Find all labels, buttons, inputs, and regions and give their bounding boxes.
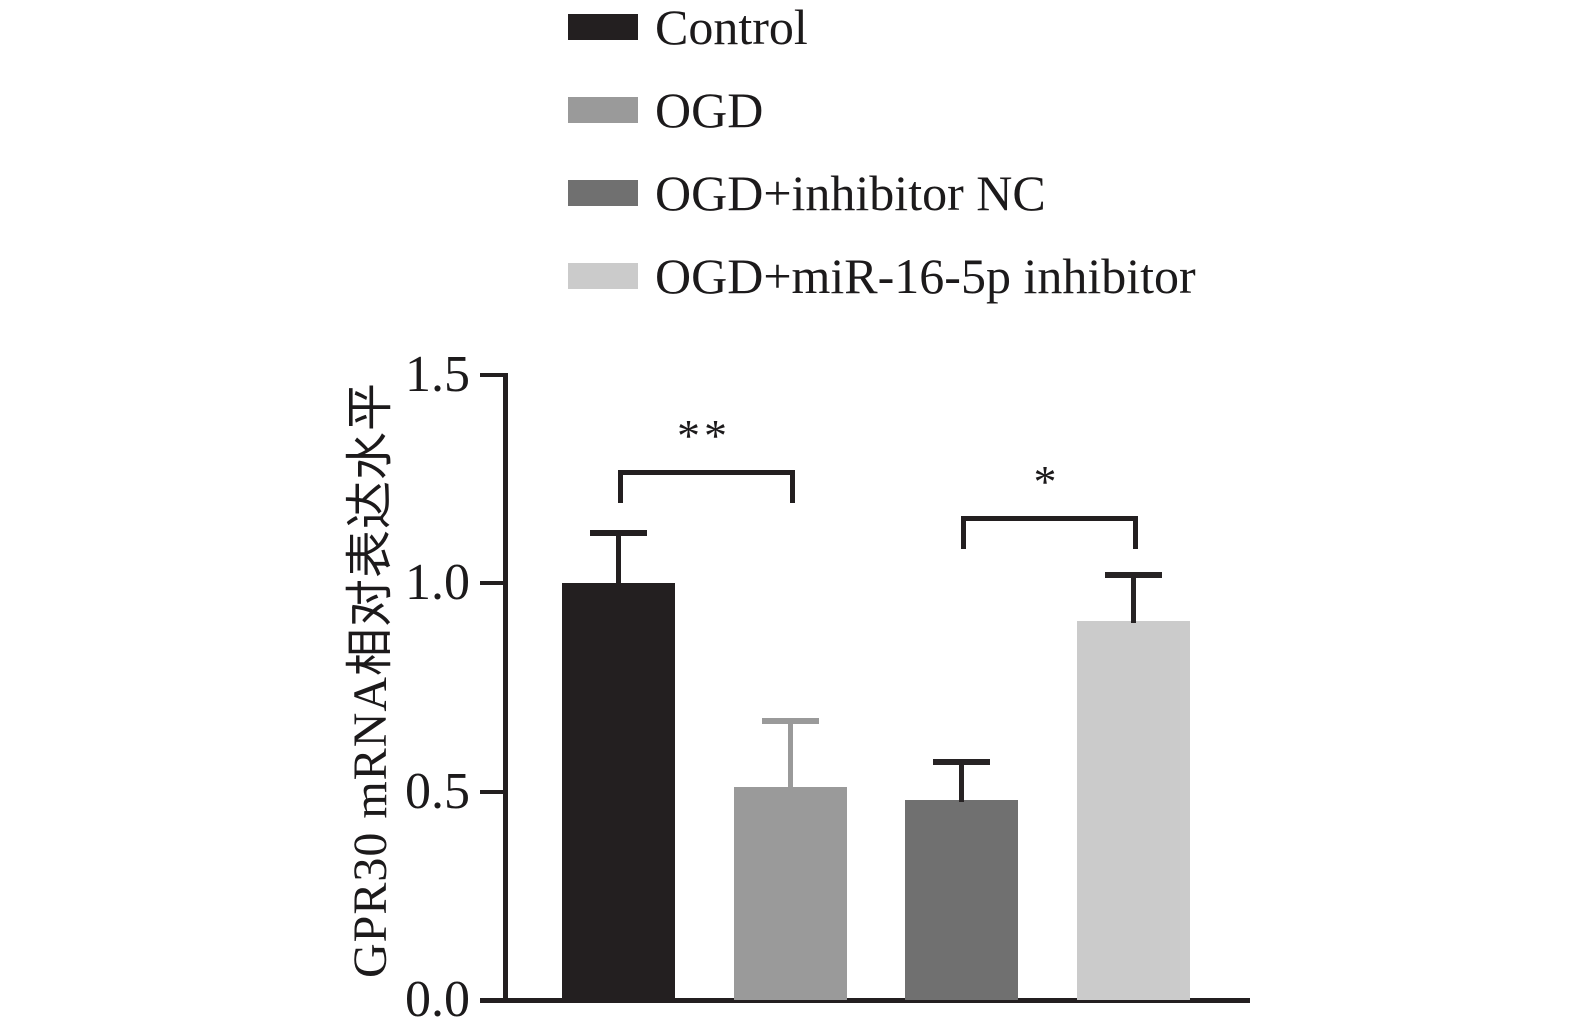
- error-cap-ogd-mir-16-5p-inhibitor: [1104, 571, 1162, 578]
- legend-label: OGD: [655, 82, 764, 138]
- bar-ogd-mir-16-5p-inhibitor: [1076, 620, 1190, 1000]
- y-tick: [480, 789, 505, 794]
- legend-label: Control: [655, 0, 808, 55]
- sig-bracket-leg: [1133, 516, 1138, 550]
- error-cap-ogd-inhibitor-nc: [932, 759, 990, 766]
- bar-ogd-inhibitor-nc: [904, 799, 1018, 1000]
- error-cap-control: [589, 529, 647, 536]
- y-tick-label: 1.0: [405, 554, 470, 611]
- sig-bracket-leg: [618, 470, 623, 504]
- sig-bracket: [961, 516, 1138, 522]
- legend-item-ogd-inhibitor-nc: OGD+inhibitor NC: [568, 168, 1196, 218]
- bar-ogd: [733, 787, 847, 1000]
- y-tick-label: 0.5: [405, 762, 470, 820]
- error-cap-ogd: [761, 717, 819, 724]
- sig-bracket-leg: [961, 516, 966, 550]
- legend-label: OGD+inhibitor NC: [655, 165, 1046, 221]
- error-bar-ogd: [788, 720, 793, 790]
- sig-label: *: [1033, 456, 1061, 508]
- legend-item-ogd: OGD: [568, 85, 1196, 135]
- bar-control: [561, 583, 675, 1000]
- y-tick-label: 0.0: [405, 971, 470, 1028]
- legend-item-control: Control: [568, 2, 1196, 52]
- sig-bracket-leg: [790, 470, 795, 504]
- legend-swatch-ogd: [568, 97, 638, 123]
- x-axis-line: [480, 998, 1250, 1003]
- error-bar-control: [616, 532, 621, 585]
- y-tick: [480, 581, 505, 585]
- legend-swatch-control: [568, 14, 638, 40]
- y-tick-label: 1.5: [405, 345, 470, 403]
- legend-swatch-ogd-mir-16-5p-inhibitor: [568, 263, 638, 289]
- sig-label: **: [677, 410, 731, 462]
- legend-swatch-ogd-inhibitor-nc: [568, 180, 638, 206]
- y-axis-line: [503, 372, 508, 1002]
- error-bar-ogd-mir-16-5p-inhibitor: [1131, 574, 1136, 623]
- sig-bracket: [618, 470, 795, 476]
- error-bar-ogd-inhibitor-nc: [959, 762, 964, 802]
- legend: Control OGD OGD+inhibitor NC OGD+miR-16-5p …: [568, 2, 1196, 346]
- legend-label: OGD+miR-16-5p inhibitor: [655, 248, 1196, 304]
- y-tick: [480, 372, 505, 377]
- legend-item-ogd-mir-16-5p-inhibitor: OGD+miR-16-5p inhibitor: [568, 251, 1196, 301]
